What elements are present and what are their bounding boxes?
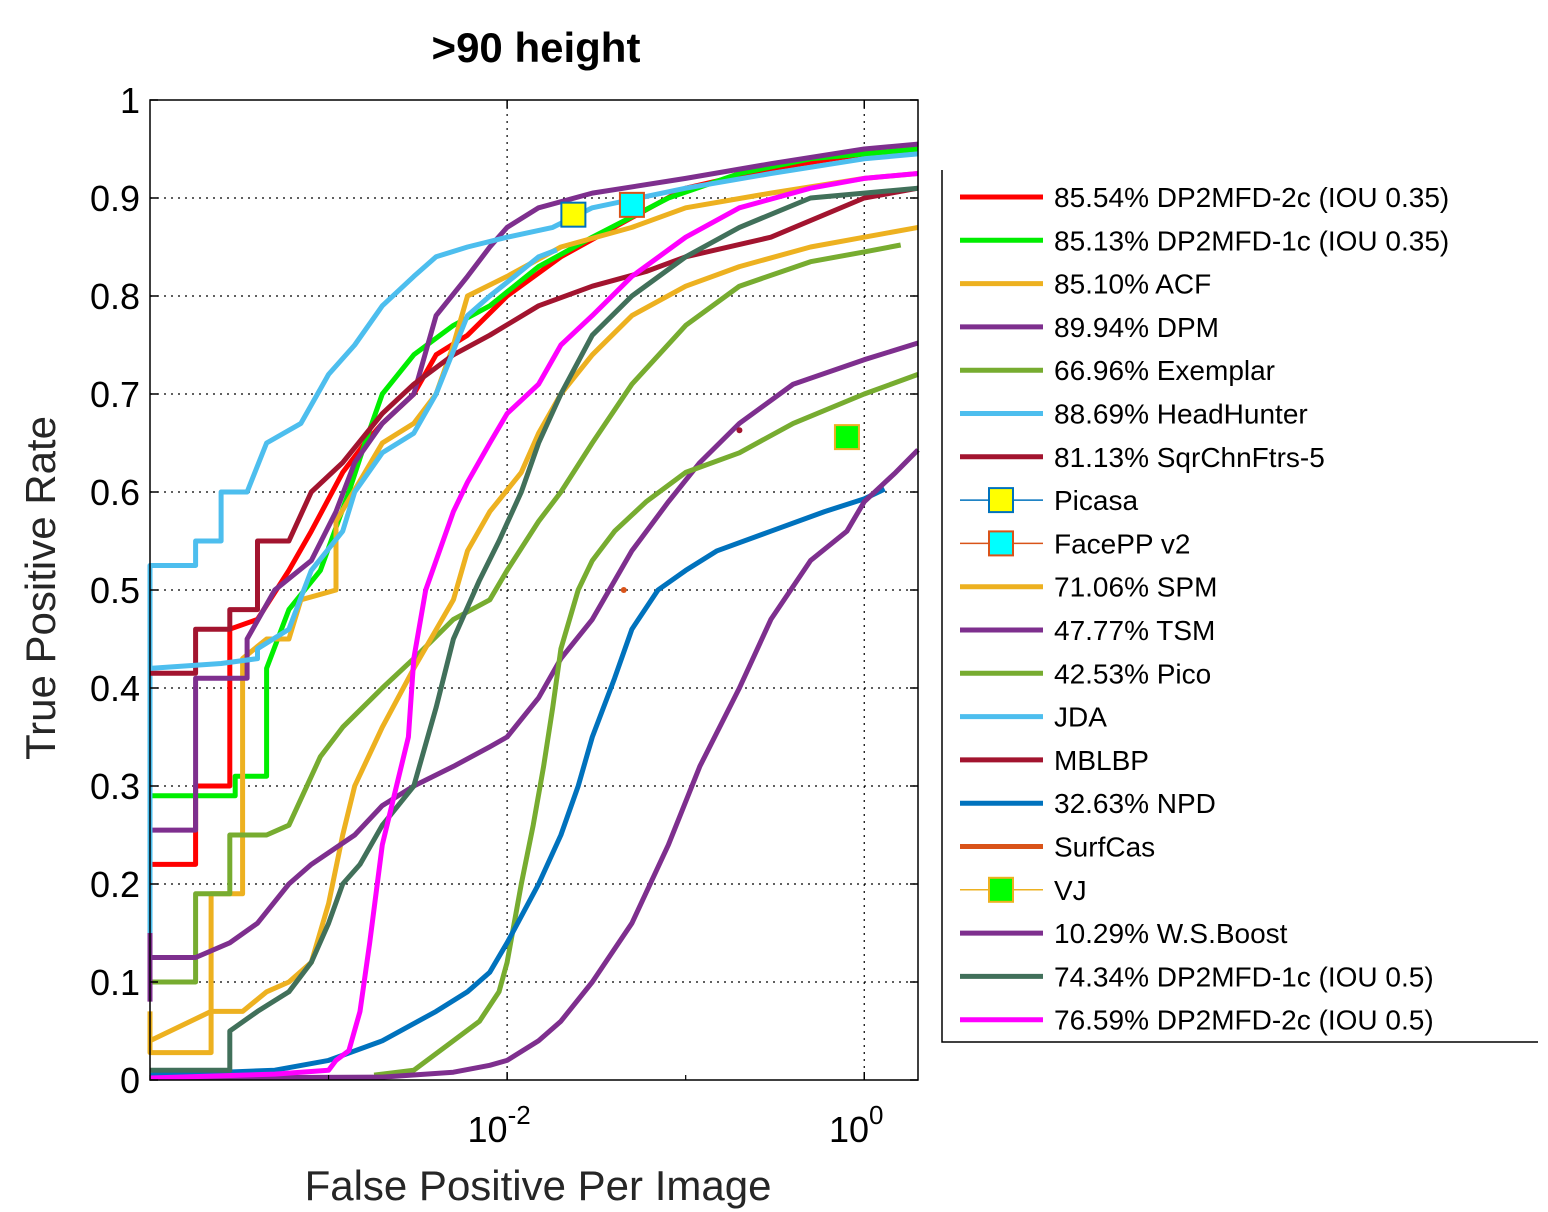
series-line-jda	[149, 247, 558, 671]
legend-item-85-13-dp2mfd-1c-iou-0-35: 85.13% DP2MFD-1c (IOU 0.35)	[960, 225, 1449, 256]
legend-swatch-marker	[988, 530, 1014, 557]
series-line-81-13-sqrchnftrs-5	[150, 185, 919, 676]
legend-label: 85.54% DP2MFD-2c (IOU 0.35)	[1054, 182, 1449, 213]
legend-item-88-69-headhunter: 88.69% HeadHunter	[960, 399, 1308, 430]
y-tick-label: 0.1	[90, 962, 140, 1003]
series-line-76-59-dp2mfd-2c-iou-0-5	[149, 171, 919, 1081]
series-line-66-96-exemplar	[150, 242, 902, 985]
legend-label: MBLBP	[1054, 745, 1149, 776]
y-tick-label: 0.8	[90, 276, 140, 317]
series-line-89-94-dpm	[147, 141, 919, 992]
legend-item-89-94-dpm: 89.94% DPM	[960, 312, 1219, 343]
legend-item-jda: JDA	[960, 702, 1107, 733]
series-line-71-06-spm	[147, 224, 919, 1051]
x-tick-exponent: 0	[869, 1100, 883, 1130]
legend-item-66-96-exemplar: 66.96% Exemplar	[960, 355, 1275, 386]
series-marker-vj	[833, 424, 860, 451]
legend: 85.54% DP2MFD-2c (IOU 0.35) 85.13% DP2MFD…	[941, 170, 1538, 1043]
legend-label: 10.29% W.S.Boost	[1054, 918, 1288, 949]
legend-label: 74.34% DP2MFD-1c (IOU 0.5)	[1054, 961, 1434, 992]
legend-label: 85.13% DP2MFD-1c (IOU 0.35)	[1054, 225, 1449, 256]
x-tick-base: 10	[468, 1109, 508, 1150]
legend-label: Picasa	[1054, 485, 1138, 516]
legend-item-10-29-w-s-boost: 10.29% W.S.Boost	[960, 918, 1288, 949]
legend-label: SurfCas	[1054, 832, 1155, 863]
series-point-surfcas	[620, 587, 627, 593]
y-tick-label: 0.5	[90, 570, 140, 611]
legend-item-81-13-sqrchnftrs-5: 81.13% SqrChnFtrs-5	[960, 442, 1325, 473]
legend-label: 47.77% TSM	[1054, 615, 1215, 646]
legend-item-85-10-acf: 85.10% ACF	[960, 269, 1211, 300]
legend-label: 85.10% ACF	[1054, 269, 1211, 300]
legend-swatch-marker	[988, 876, 1014, 903]
legend-label: 32.63% NPD	[1054, 788, 1216, 819]
legend-label: 42.53% Pico	[1054, 658, 1211, 689]
series-marker-picasa	[560, 201, 587, 228]
series-point-mblbp	[736, 427, 743, 434]
legend-item-vj: VJ	[960, 875, 1087, 906]
y-tick-label: 0.9	[90, 178, 140, 219]
series-layer	[147, 141, 920, 1081]
legend-label: 88.69% HeadHunter	[1054, 399, 1308, 430]
legend-frame	[941, 170, 1538, 1043]
x-tick-label: 100	[829, 1100, 884, 1150]
y-tick-label: 0.6	[90, 472, 140, 513]
series-marker-facepp-v2	[618, 191, 645, 218]
legend-label: 71.06% SPM	[1054, 572, 1217, 603]
legend-item-42-53-pico: 42.53% Pico	[960, 658, 1211, 689]
x-tick-base: 10	[829, 1109, 869, 1150]
y-tick-label: 0.3	[90, 766, 140, 807]
legend-item-47-77-tsm: 47.77% TSM	[960, 615, 1215, 646]
legend-items: 85.54% DP2MFD-2c (IOU 0.35) 85.13% DP2MFD…	[960, 182, 1449, 1036]
legend-label: 76.59% DP2MFD-2c (IOU 0.5)	[1054, 1005, 1434, 1036]
legend-item-mblbp: MBLBP	[960, 745, 1149, 776]
legend-item-85-54-dp2mfd-2c-iou-0-35: 85.54% DP2MFD-2c (IOU 0.35)	[960, 182, 1449, 213]
y-tick-label: 0.4	[90, 668, 140, 709]
series-line-32-63-npd	[149, 486, 886, 1078]
y-tick-label: 0.7	[90, 374, 140, 415]
series-line-42-53-pico	[373, 372, 919, 1078]
x-tick-exponent: -2	[508, 1100, 531, 1130]
legend-label: FacePP v2	[1054, 528, 1190, 559]
legend-item-71-06-spm: 71.06% SPM	[960, 572, 1217, 603]
legend-box	[942, 170, 1538, 1042]
legend-label: VJ	[1054, 875, 1087, 906]
x-axis-title: False Positive Per Image	[305, 1162, 772, 1209]
y-tick-label: 0.2	[90, 864, 140, 905]
legend-swatch-marker	[988, 487, 1014, 514]
series-line-74-34-dp2mfd-1c-iou-0-5	[150, 185, 919, 1073]
x-tick-label: 10-2	[468, 1100, 531, 1150]
legend-item-76-59-dp2mfd-2c-iou-0-5: 76.59% DP2MFD-2c (IOU 0.5)	[960, 1005, 1434, 1036]
legend-label: JDA	[1054, 702, 1107, 733]
legend-item-picasa: Picasa	[960, 485, 1138, 516]
legend-item-surfcas: SurfCas	[960, 832, 1155, 863]
legend-item-facepp-v2: FacePP v2	[960, 528, 1190, 559]
series-line-85-10-acf	[147, 171, 919, 1056]
legend-label: 66.96% Exemplar	[1054, 355, 1275, 386]
legend-label: 89.94% DPM	[1054, 312, 1219, 343]
chart-title: >90 height	[432, 24, 641, 71]
y-axis-title: True Positive Rate	[17, 416, 64, 760]
legend-label: 81.13% SqrChnFtrs-5	[1054, 442, 1325, 473]
legend-item-32-63-npd: 32.63% NPD	[960, 788, 1216, 819]
legend-item-74-34-dp2mfd-1c-iou-0-5: 74.34% DP2MFD-1c (IOU 0.5)	[960, 961, 1434, 992]
series-line-10-29-w-s-boost	[149, 448, 920, 1081]
y-tick-label: 0	[120, 1060, 140, 1101]
series-line-47-77-tsm	[147, 340, 919, 1002]
y-tick-label: 1	[120, 80, 140, 121]
series-line-85-13-dp2mfd-1c-iou-0-35	[150, 146, 919, 799]
